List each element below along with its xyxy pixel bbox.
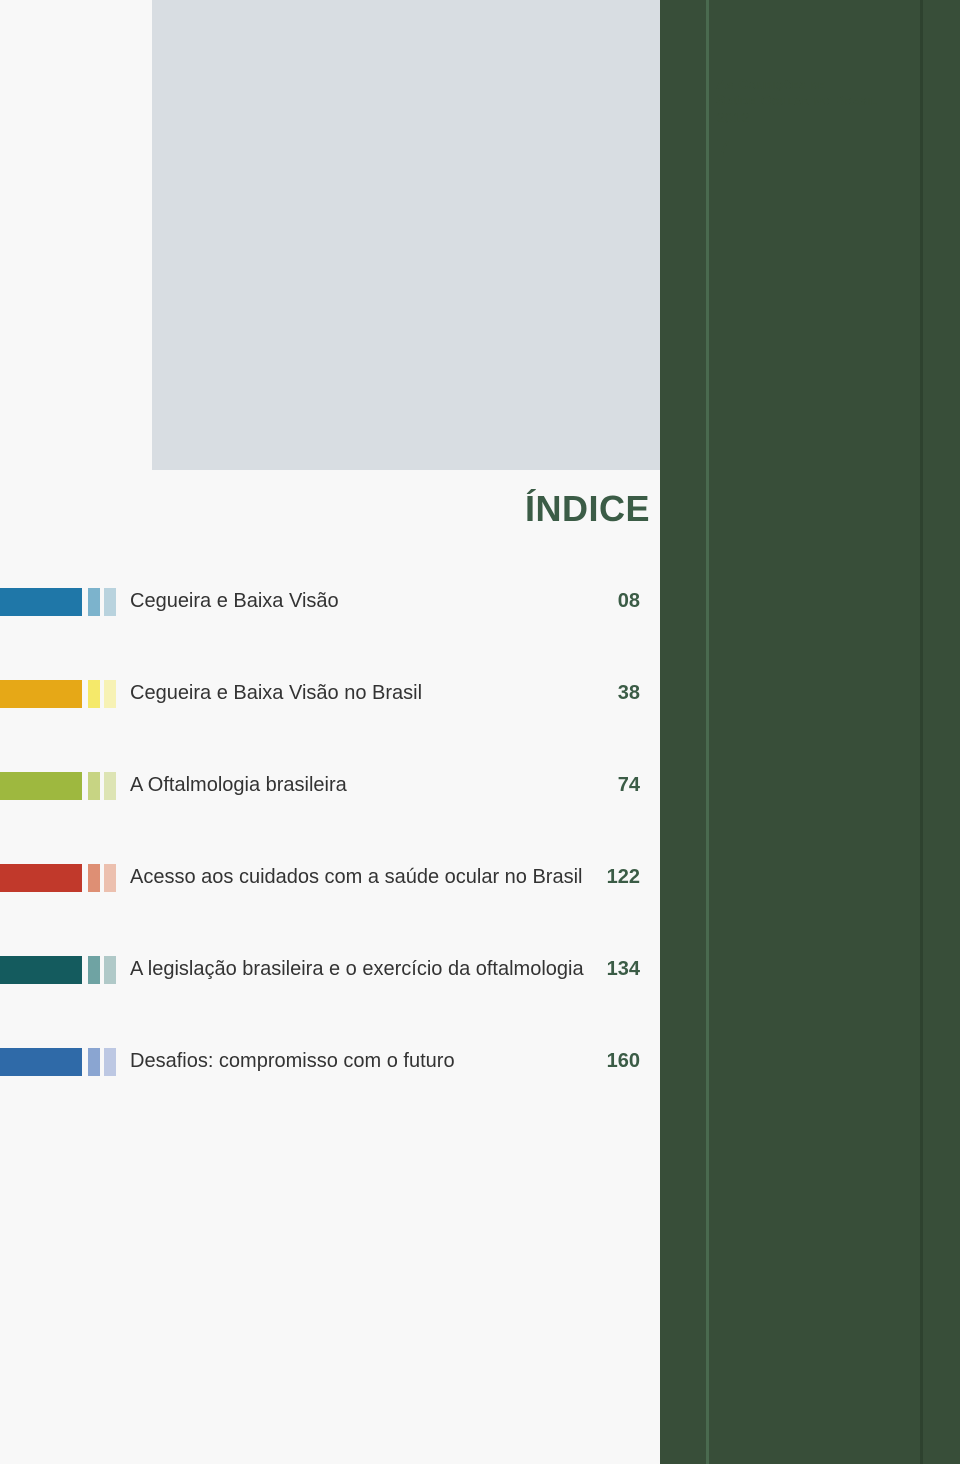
toc-color-bar: [104, 680, 116, 708]
toc-color-bar: [88, 1048, 100, 1076]
toc-color-bar: [88, 772, 100, 800]
running-header: As Condições de Saúde Ocular no Brasil 2…: [716, 76, 877, 164]
table-of-contents: Cegueira e Baixa Visão08Cegueira e Baixa…: [0, 580, 660, 1132]
toc-label: A Oftalmologia brasileira: [130, 774, 347, 797]
toc-color-bar: [88, 680, 100, 708]
toc-page-number: 134: [607, 958, 640, 981]
toc-label: Acesso aos cuidados com a saúde ocular n…: [130, 866, 582, 889]
toc-label: Cegueira e Baixa Visão no Brasil: [130, 682, 422, 705]
toc-page-number: 38: [618, 682, 640, 705]
toc-color-bar: [104, 864, 116, 892]
header-page-number: 7: [716, 133, 877, 164]
toc-label: A legislação brasileira e o exercício da…: [130, 958, 584, 981]
page-title: ÍNDICE: [0, 488, 650, 530]
toc-color-bar: [0, 772, 82, 800]
vertical-rule: [920, 0, 923, 1464]
toc-color-bar: [104, 772, 116, 800]
toc-color-bar: [0, 1048, 82, 1076]
toc-color-bar: [88, 956, 100, 984]
toc-row: Cegueira e Baixa Visão no Brasil 38: [0, 672, 660, 716]
toc-row: A Oftalmologia brasileira 74: [0, 764, 660, 808]
toc-color-bar: [0, 864, 82, 892]
toc-page-number: 160: [607, 1050, 640, 1073]
toc-row: Cegueira e Baixa Visão 08: [0, 580, 660, 624]
toc-label: Cegueira e Baixa Visão: [130, 590, 339, 613]
toc-row: Desafios: compromisso com o futuro 160: [0, 1040, 660, 1084]
header-year: 2012: [716, 110, 877, 127]
toc-color-bar: [104, 956, 116, 984]
toc-color-bar: [104, 1048, 116, 1076]
toc-color-bar: [88, 864, 100, 892]
toc-page-number: 08: [618, 590, 640, 613]
toc-color-bar: [0, 588, 82, 616]
right-margin-panel: [660, 0, 960, 1464]
toc-color-bar: [104, 588, 116, 616]
header-title-line2: Saúde Ocular no Brasil: [716, 92, 877, 108]
toc-page-number: 122: [607, 866, 640, 889]
hero-block: [152, 0, 660, 470]
toc-label: Desafios: compromisso com o futuro: [130, 1050, 455, 1073]
vertical-rule: [706, 0, 709, 1464]
toc-color-bar: [88, 588, 100, 616]
toc-color-bar: [0, 956, 82, 984]
toc-color-bar: [0, 680, 82, 708]
toc-row: Acesso aos cuidados com a saúde ocular n…: [0, 856, 660, 900]
toc-row: A legislação brasileira e o exercício da…: [0, 948, 660, 992]
toc-page-number: 74: [618, 774, 640, 797]
header-title-line1: As Condições de: [716, 76, 877, 92]
